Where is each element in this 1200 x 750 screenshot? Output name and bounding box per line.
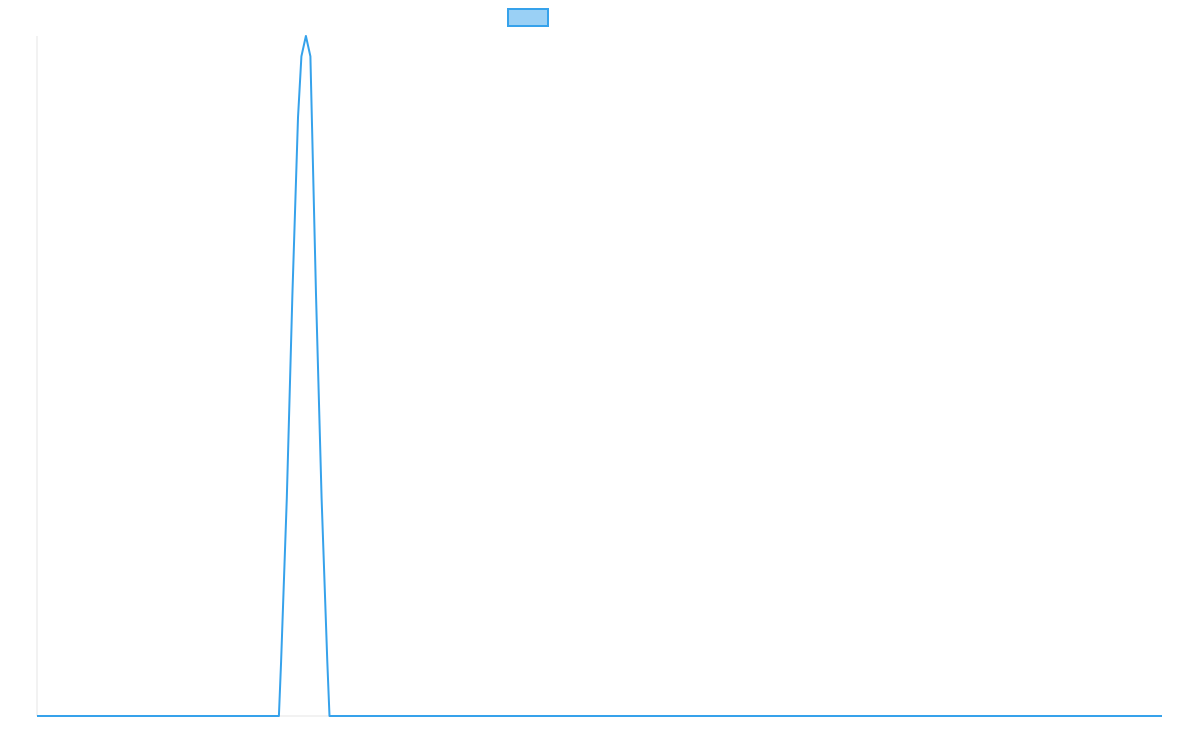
series-line — [37, 35, 1162, 717]
series-layer — [37, 35, 1162, 717]
legend[interactable] — [507, 8, 549, 27]
legend-swatch[interactable] — [507, 8, 549, 27]
